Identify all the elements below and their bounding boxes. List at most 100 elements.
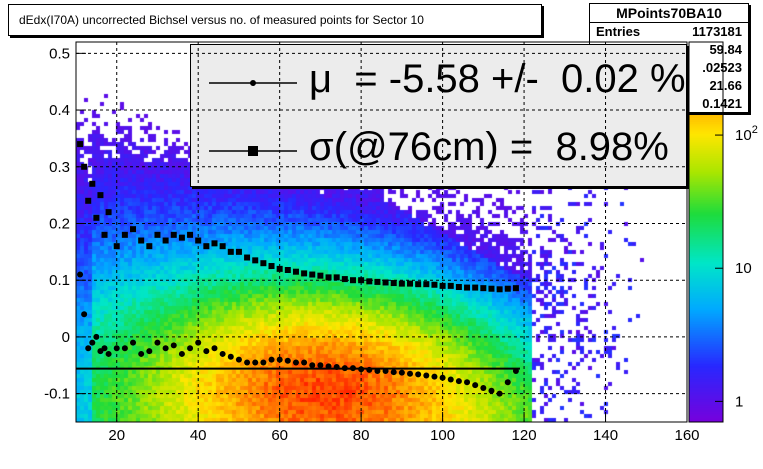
sigma-data-point — [415, 281, 422, 288]
sigma-data-point — [488, 285, 495, 292]
sigma-data-point — [138, 237, 145, 244]
sigma-data-point — [447, 282, 454, 289]
sigma-data-point — [390, 280, 397, 287]
mu-data-point — [227, 353, 234, 360]
mu-data-point — [374, 367, 381, 374]
mu-data-point — [187, 345, 194, 352]
mu-data-point — [472, 382, 479, 389]
mu-data-point — [325, 363, 332, 370]
sigma-data-point — [121, 231, 128, 238]
sigma-data-point — [309, 271, 316, 278]
mu-data-point — [219, 350, 226, 357]
sigma-data-point — [170, 231, 177, 238]
stats-row: 0.1421 — [702, 96, 742, 111]
mu-data-point — [317, 362, 324, 369]
sigma-data-point — [472, 284, 479, 291]
sigma-data-point — [284, 267, 291, 273]
mu-data-point — [349, 365, 356, 372]
mu-data-point — [398, 369, 405, 376]
fit-legend: μ = -5.58 +/- 0.02 % σ(@76cm) = 8.98% — [190, 44, 687, 187]
mu-data-point — [211, 345, 218, 352]
sigma-data-point — [317, 272, 324, 279]
mu-data-point — [431, 373, 438, 380]
stats-row: Entries 1173181 — [596, 24, 742, 39]
mu-data-point — [113, 345, 120, 352]
mu-data-point — [333, 363, 340, 370]
x-tick-label: 80 — [353, 427, 370, 444]
mu-data-point — [244, 359, 251, 366]
mu-data-point — [512, 367, 519, 374]
y-tick-label: -0.1 — [44, 386, 70, 403]
mu-data-point — [309, 362, 316, 369]
sigma-data-point — [85, 197, 92, 204]
mu-data-point — [162, 345, 169, 352]
legend-entry-mu: μ = -5.58 +/- 0.02 % — [191, 53, 686, 113]
sigma-data-point — [101, 231, 108, 238]
mu-data-point — [146, 348, 153, 355]
x-tick-label: 40 — [190, 427, 207, 444]
mu-data-point — [276, 356, 283, 363]
sigma-data-point — [154, 231, 161, 238]
sigma-data-point — [89, 180, 96, 187]
x-tick-label: 140 — [593, 427, 618, 444]
stats-row: 59.84 — [709, 42, 742, 57]
sigma-data-point — [496, 286, 503, 293]
plot-frame — [75, 41, 688, 423]
sigma-data-point — [260, 260, 267, 267]
mu-data-point — [341, 365, 348, 372]
mu-data-point — [488, 387, 495, 394]
mu-data-point — [464, 379, 471, 386]
sigma-data-point — [464, 284, 471, 291]
mu-data-point — [382, 367, 389, 374]
sigma-data-point — [162, 237, 169, 244]
stats-row: .02523 — [702, 60, 742, 75]
mu-data-point — [89, 339, 96, 346]
mu-data-point — [496, 390, 503, 397]
sigma-data-point — [431, 281, 438, 288]
sigma-data-point — [439, 282, 446, 289]
sigma-data-point — [341, 276, 348, 283]
y-tick-label: 0.2 — [49, 215, 70, 232]
mu-data-point — [407, 370, 414, 377]
sigma-data-point — [130, 226, 137, 233]
mu-data-point — [439, 374, 446, 381]
mu-data-point — [260, 359, 267, 366]
sigma-data-point — [227, 248, 234, 255]
colorbar-frame — [688, 41, 724, 423]
mu-data-point — [77, 271, 84, 278]
mu-data-point — [480, 384, 487, 391]
mu-data-point — [178, 350, 185, 357]
legend-marker-circle-icon — [209, 80, 297, 86]
sigma-data-point — [195, 237, 202, 244]
sigma-data-point — [407, 280, 414, 287]
sigma-data-point — [105, 209, 112, 216]
sigma-data-point — [301, 270, 308, 277]
mu-data-point — [101, 345, 108, 352]
mu-data-point — [504, 379, 511, 386]
sigma-data-point — [276, 265, 283, 272]
sigma-data-point — [81, 163, 88, 170]
mu-data-point — [85, 345, 92, 352]
x-tick-label: 160 — [674, 427, 699, 444]
chart-title: dEdx(I70A) uncorrected Bichsel versus no… — [19, 13, 424, 27]
colorbar-tick-label: 102 — [735, 124, 758, 144]
sigma-data-point — [77, 141, 84, 148]
sigma-data-point — [292, 268, 299, 275]
y-tick-label: 0.1 — [49, 272, 70, 289]
sigma-data-point — [93, 214, 100, 221]
sigma-data-point — [504, 285, 511, 292]
legend-sigma-text: σ(@76cm) = 8.98% — [309, 125, 669, 169]
mu-data-point — [93, 333, 100, 340]
sigma-data-point — [333, 274, 340, 281]
sigma-data-point — [480, 285, 487, 292]
sigma-data-point — [374, 278, 381, 285]
y-tick-label: 0.3 — [49, 159, 70, 176]
sigma-data-point — [244, 254, 251, 261]
mu-data-point — [301, 359, 308, 366]
stats-histogram-name: MPoints70BA10 — [590, 4, 748, 23]
mu-data-point — [268, 356, 275, 363]
sigma-data-point — [398, 280, 405, 287]
mu-data-point — [366, 366, 373, 373]
mu-data-point — [415, 371, 422, 378]
